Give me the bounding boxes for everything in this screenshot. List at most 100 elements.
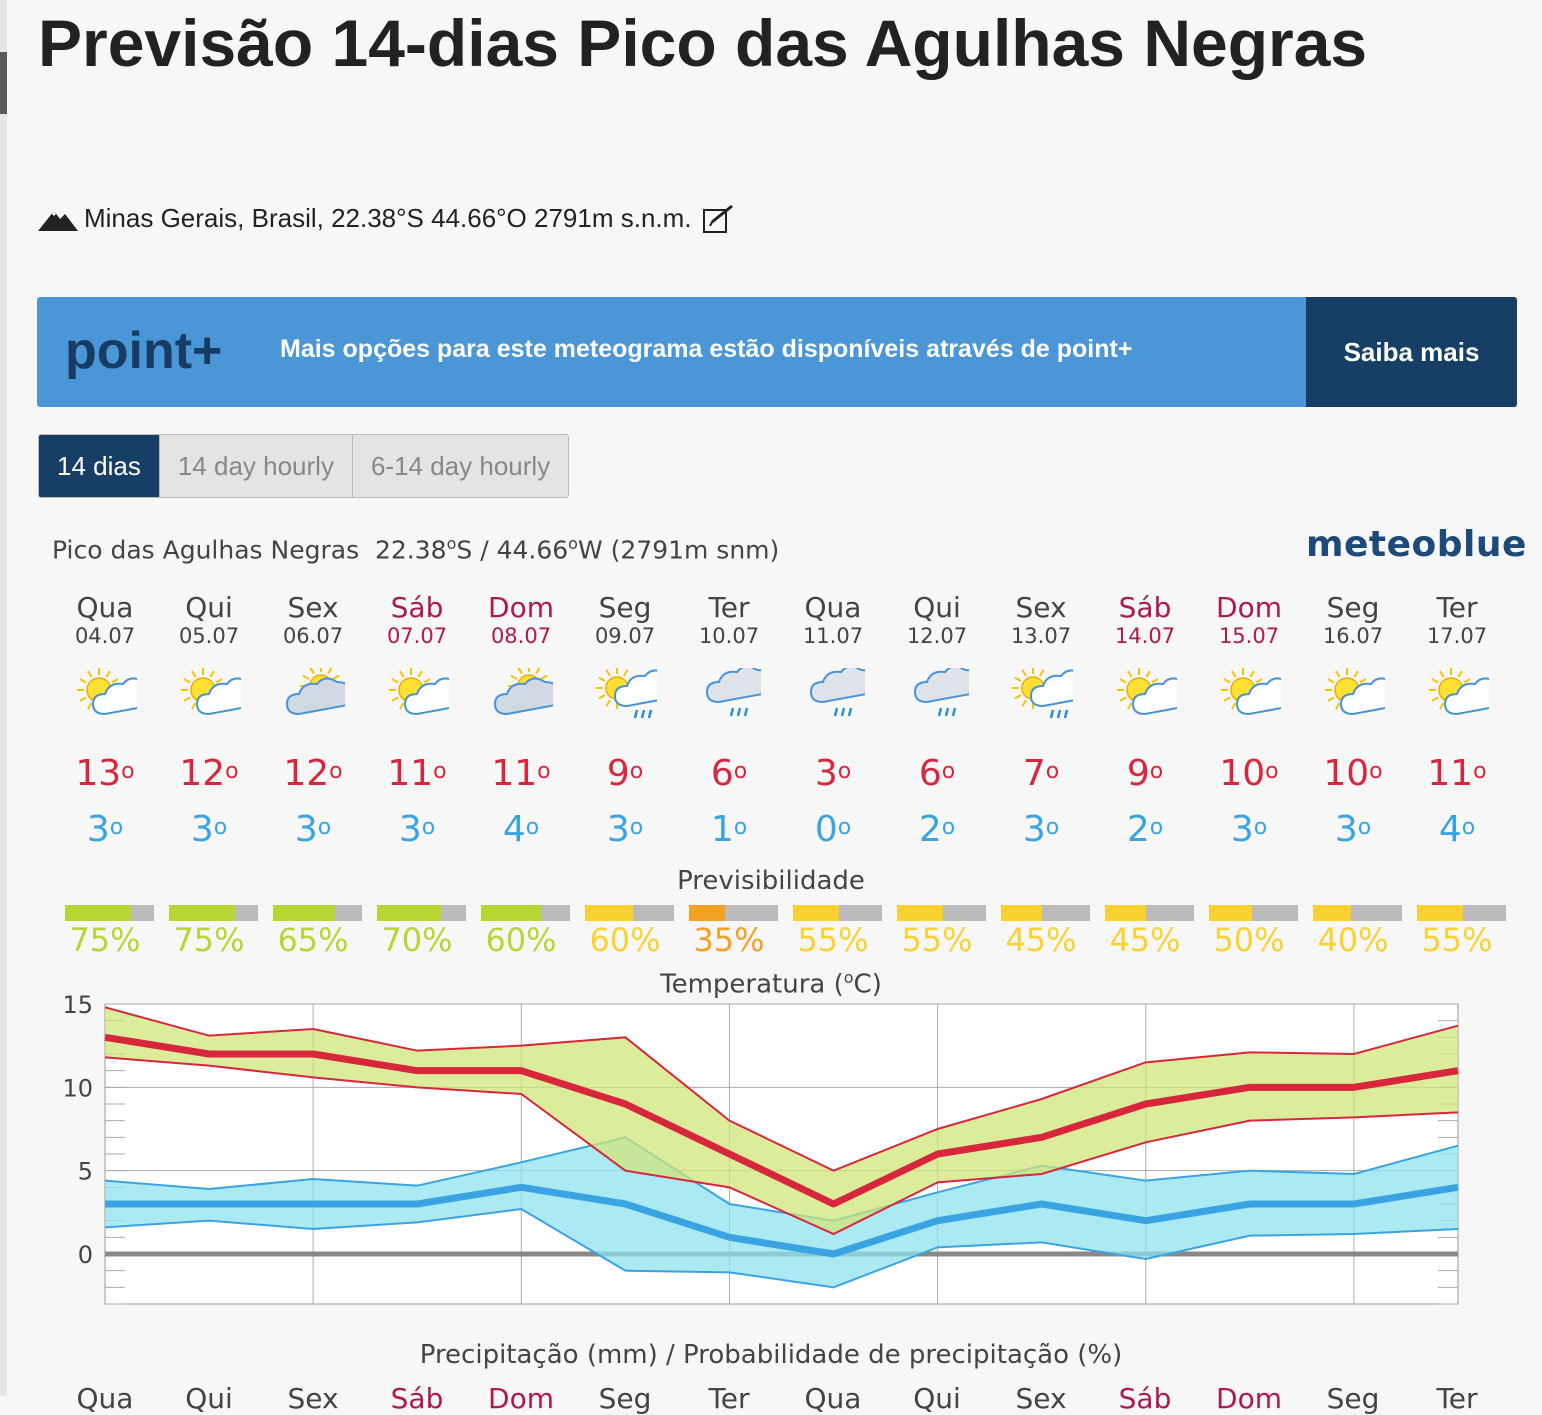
max-temp-value: 3: [814, 753, 838, 794]
predictability-title: Previsibilidade: [677, 866, 865, 896]
day-date: 11.07: [802, 624, 864, 648]
predictability-fill: [481, 905, 541, 921]
predictability-bar: [1313, 905, 1402, 921]
predictability-fill: [793, 905, 839, 921]
day-name: Ter: [708, 591, 750, 624]
degree-sign: o: [433, 759, 447, 784]
degree-sign: o: [421, 815, 436, 840]
max-temperature: 11o: [469, 752, 573, 796]
min-temp-value: 4: [1438, 809, 1462, 850]
day-date: 08.07: [490, 624, 552, 648]
predictability-percent: 40%: [1317, 921, 1389, 959]
max-temp-value: 12: [179, 753, 226, 794]
min-temperature: 3o: [989, 808, 1093, 852]
location-text: Minas Gerais, Brasil, 22.38°S 44.66°O 27…: [84, 203, 692, 233]
predictability-fill: [1001, 905, 1042, 921]
predictability-bar: [377, 905, 466, 921]
degree-sign: o: [629, 815, 644, 840]
min-temperature: 0o: [781, 808, 885, 852]
min-temperature: 1o: [677, 808, 781, 852]
max-temp-value: 10: [1323, 753, 1370, 794]
precip-day-name: Sex: [287, 1382, 339, 1415]
cloud-sun-icon: [469, 668, 573, 724]
degree-sign: o: [941, 815, 956, 840]
max-temp-value: 11: [387, 753, 434, 794]
max-temperature: 6o: [885, 752, 989, 796]
predictability-percent: 70%: [381, 921, 453, 959]
max-temperature: 11o: [365, 752, 469, 796]
max-temp-band-lower: [104, 1056, 1459, 1236]
min-temperature: 3o: [261, 808, 365, 852]
day-date: 06.07: [282, 624, 344, 648]
tab-14-days[interactable]: 14 dias: [39, 435, 160, 497]
predictability-percent: 75%: [69, 921, 141, 959]
day-name: Sáb: [390, 591, 444, 624]
predictability-bar: [1209, 905, 1298, 921]
predictability-bar: [1105, 905, 1194, 921]
max-temp-band-upper: [104, 1006, 1459, 1172]
min-temp-value: 2: [1126, 809, 1150, 850]
min-temp-band: [105, 1137, 1458, 1288]
min-temp-value: 3: [606, 809, 630, 850]
degree-sign: o: [525, 815, 540, 840]
min-temp-band-upper: [104, 1136, 1459, 1222]
max-temp-value: 7: [1022, 753, 1046, 794]
max-temp-line: [104, 1033, 1459, 1208]
min-temperature: 3o: [1197, 808, 1301, 852]
precip-day-name: Ter: [708, 1382, 750, 1415]
max-temperature: 10o: [1197, 752, 1301, 796]
precip-day-name: Qui: [185, 1382, 233, 1415]
min-temperature: 3o: [1301, 808, 1405, 852]
degree-sign: o: [629, 759, 644, 784]
y-tick-label: 0: [78, 1241, 93, 1269]
cloud-sun-icon: [261, 668, 365, 724]
degree-sign: o: [225, 759, 239, 784]
predictability-percent: 55%: [797, 921, 869, 959]
min-temperature: 3o: [53, 808, 157, 852]
precip-day-name: Sáb: [390, 1382, 444, 1415]
predictability-percent: 45%: [1005, 921, 1077, 959]
degree-sign: o: [1265, 759, 1279, 784]
min-temperature: 3o: [365, 808, 469, 852]
predictability-percent: 65%: [277, 921, 349, 959]
degree-sign: o: [1149, 759, 1164, 784]
precipitation-title: Precipitação (mm) / Probabilidade de pre…: [419, 1340, 1123, 1370]
learn-more-button[interactable]: Saiba mais: [1306, 297, 1517, 407]
predictability-percent: 45%: [1109, 921, 1181, 959]
min-temp-value: 3: [86, 809, 110, 850]
max-temperature: 11o: [1405, 752, 1509, 796]
degree-sign: o: [1369, 759, 1383, 784]
sun-rain-icon: [989, 668, 1093, 724]
min-temp-line: [105, 1183, 1459, 1258]
sun-cloud-icon: [365, 668, 469, 724]
location-line: Minas Gerais, Brasil, 22.38°S 44.66°O 27…: [38, 203, 736, 234]
min-temperature: 3o: [157, 808, 261, 852]
degree-sign: o: [733, 759, 748, 784]
place-name: Pico das Agulhas Negras: [52, 535, 360, 565]
predictability-fill: [1209, 905, 1252, 921]
degree-sign: o: [329, 759, 343, 784]
day-date: 16.07: [1322, 624, 1384, 648]
predictability-bar: [689, 905, 778, 921]
tab-14-day-hourly[interactable]: 14 day hourly: [159, 435, 353, 497]
degree-sign: o: [537, 759, 551, 784]
precip-day-name: Seg: [598, 1382, 652, 1415]
min-temperature: 2o: [1093, 808, 1197, 852]
longitude: 44.66: [496, 535, 569, 565]
precip-day-name: Qua: [804, 1382, 862, 1415]
edit-icon[interactable]: [702, 204, 736, 234]
predictability-bar: [1001, 905, 1090, 921]
day-name: Seg: [1326, 591, 1380, 624]
day-date: 07.07: [386, 624, 448, 648]
precip-day-name: Qui: [913, 1382, 961, 1415]
predictability-bar: [897, 905, 986, 921]
degree-sign: o: [1357, 815, 1372, 840]
predictability-percent: 60%: [589, 921, 661, 959]
day-name: Qua: [76, 591, 134, 624]
predictability-fill: [585, 905, 633, 921]
min-temp-value: 2: [918, 809, 942, 850]
day-name: Qua: [804, 591, 862, 624]
degree-sign: o: [213, 815, 228, 840]
meteoblue-logo: meteoblue: [1306, 524, 1527, 565]
tab-6-14-day-hourly[interactable]: 6-14 day hourly: [352, 435, 569, 497]
